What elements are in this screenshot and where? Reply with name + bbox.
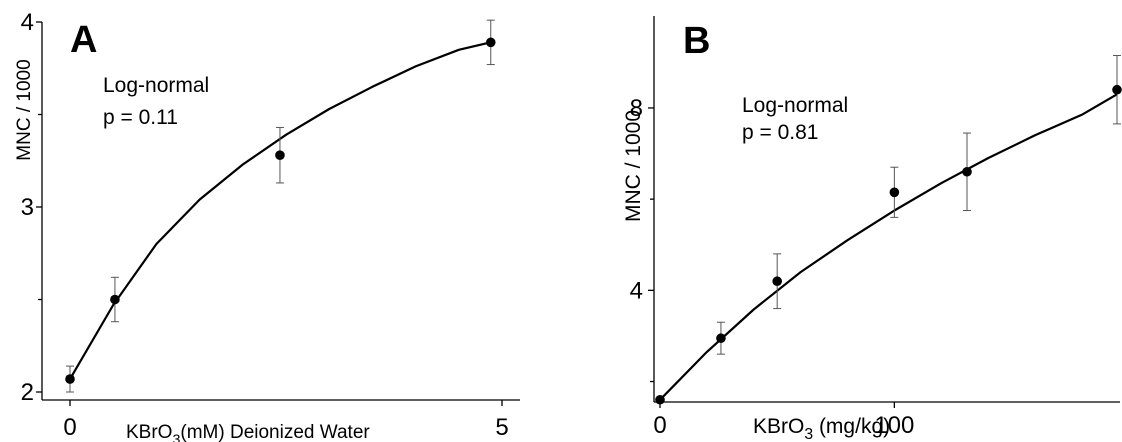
data-point: [275, 150, 285, 160]
x-axis-label: KBrO3(mM) Deionized Water: [126, 422, 370, 442]
panel-letter: B: [683, 20, 710, 62]
data-point: [485, 37, 496, 48]
x-tick-label: 100: [874, 412, 914, 439]
y-axis-label: MNC / 1000: [622, 110, 645, 222]
data-point: [772, 276, 782, 287]
data-point: [889, 187, 900, 198]
x-axis-label: KBrO3 (mg/kg): [753, 415, 890, 442]
data-point: [65, 374, 75, 384]
data-point: [1112, 84, 1122, 95]
panel-letter: A: [70, 19, 97, 61]
model-label: Log-normal: [103, 74, 209, 97]
data-point: [716, 333, 726, 344]
data-point: [110, 294, 120, 305]
y-tick-label: 4: [21, 9, 34, 36]
data-point: [962, 166, 972, 177]
y-tick-label: 4: [630, 277, 643, 304]
y-tick-label: 3: [21, 194, 34, 221]
y-tick-label: 8: [630, 95, 643, 122]
panel-a: 2 3 4 0 5 A Log-normal p = 0.11 MNC / 1000 KBrO3(…: [14, 9, 520, 442]
p-value-label: p = 0.11: [103, 106, 178, 129]
y-axis-label: MNC / 1000: [14, 59, 35, 160]
x-tick-label: 5: [495, 414, 508, 441]
panel-b: 4 8 0 100 B Log-normal p = 0.81 MNC / 1000 KBrO3…: [622, 16, 1122, 442]
p-value-label: p = 0.81: [742, 121, 818, 144]
fit-curve: [659, 93, 1118, 401]
x-tick-label: 0: [653, 412, 666, 439]
fit-curve: [69, 41, 492, 380]
x-tick-label: 0: [63, 414, 76, 441]
data-point: [655, 394, 665, 405]
model-label: Log-normal: [742, 94, 848, 117]
y-tick-label: 2: [21, 379, 34, 406]
